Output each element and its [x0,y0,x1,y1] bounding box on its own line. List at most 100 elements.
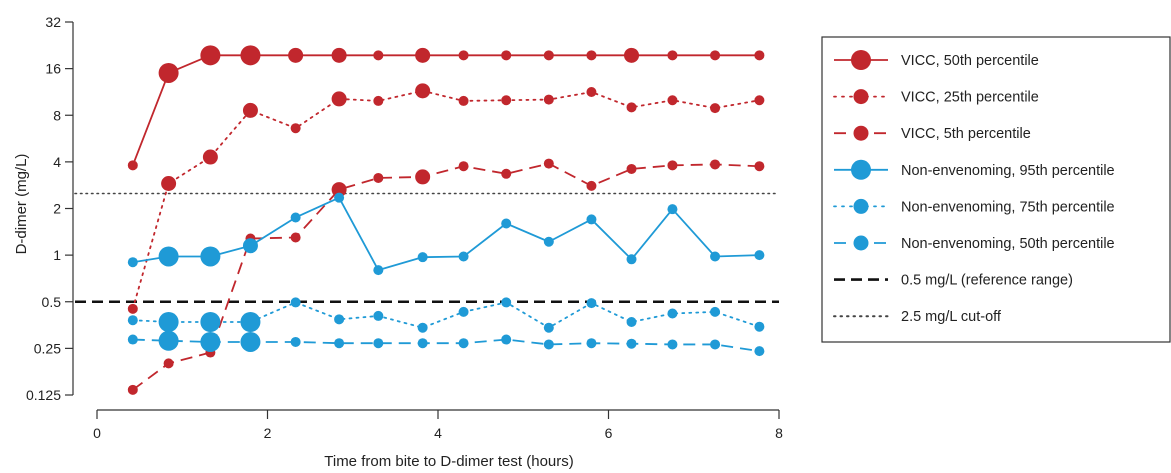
x-tick-label: 2 [264,425,272,441]
data-point [127,334,138,345]
data-point [667,95,678,106]
data-point [373,265,384,276]
series-line [131,54,760,166]
y-tick-label: 32 [45,14,61,30]
data-point [667,160,678,171]
data-point [242,238,258,254]
data-point [334,192,345,203]
x-tick-label: 4 [434,425,442,441]
data-point [417,252,428,263]
data-point [290,123,301,134]
y-tick-label: 1 [53,247,61,263]
data-point [417,338,428,349]
data-point [710,50,721,61]
data-point [290,212,301,223]
data-point [127,384,138,395]
data-point [543,50,554,61]
data-point [754,95,765,106]
legend-item: VICC, 25th percentile [833,89,1039,106]
data-point [626,163,637,174]
data-point [373,50,384,61]
y-tick-label: 0.25 [34,340,61,356]
data-point [163,358,174,369]
x-axis-title: Time from bite to D-dimer test (hours) [324,453,574,470]
data-point [158,62,179,83]
legend-label: VICC, 5th percentile [901,126,1031,142]
legend-label: 2.5 mg/L cut-off [901,309,1002,325]
data-point [754,50,765,61]
series-line [131,89,761,310]
legend-label: 0.5 mg/L (reference range) [901,273,1073,289]
data-point [127,315,138,326]
x-tick-label: 0 [93,425,101,441]
data-point [415,83,431,99]
data-point [373,172,384,183]
series-line [132,162,760,391]
legend-marker [853,198,869,214]
data-point [290,232,301,243]
series-3 [127,158,765,395]
y-tick-label: 8 [53,107,61,123]
series-line [132,196,760,272]
data-point [543,158,554,169]
data-point [202,149,218,165]
legend-item: Non-envenoming, 75th percentile [833,198,1115,215]
data-point [501,50,512,61]
data-point [667,308,678,319]
legend: VICC, 50th percentile VICC, 25th percenti… [821,36,1171,343]
data-point [242,102,258,118]
series-6 [127,330,765,357]
data-point [458,338,469,349]
data-point [586,180,597,191]
data-point [158,312,179,333]
legend-item: Non-envenoming, 50th percentile [834,235,1115,252]
data-point [158,330,179,351]
legend-marker [853,89,869,105]
data-point [586,50,597,61]
data-point [458,95,469,106]
legend-label: Non-envenoming, 50th percentile [901,236,1115,252]
data-point [240,312,261,333]
data-point [200,45,221,66]
data-point [288,47,304,63]
data-point [754,346,765,357]
data-point [586,87,597,98]
series-1 [127,45,765,171]
data-point [200,312,221,333]
legend-label: VICC, 50th percentile [901,53,1039,69]
data-point [158,246,179,267]
legend-marker [851,50,871,70]
data-point [501,168,512,179]
data-point [127,160,138,171]
legend-label: Non-envenoming, 95th percentile [901,163,1115,179]
data-point [624,47,640,63]
data-point [667,339,678,350]
data-point [458,251,469,262]
x-tick-label: 6 [605,425,613,441]
data-point [127,257,138,268]
data-point [331,91,347,107]
data-point [161,176,177,192]
data-point [543,236,554,247]
legend-label: VICC, 25th percentile [901,90,1039,106]
data-point [127,303,138,314]
data-point [417,322,428,333]
data-point [458,306,469,317]
data-point [543,339,554,350]
data-point [501,297,512,308]
data-point [501,218,512,229]
data-point [458,50,469,61]
data-point [373,310,384,321]
data-point [373,95,384,106]
data-point [331,182,347,198]
data-point [240,331,261,352]
data-point [710,251,721,262]
data-point [501,95,512,106]
legend-item: 2.5 mg/L cut-off [833,309,1002,325]
data-point [667,50,678,61]
y-axis-title: D-dimer (mg/L) [13,154,30,255]
data-point [501,334,512,345]
data-point [710,103,721,114]
series-line [132,338,760,353]
